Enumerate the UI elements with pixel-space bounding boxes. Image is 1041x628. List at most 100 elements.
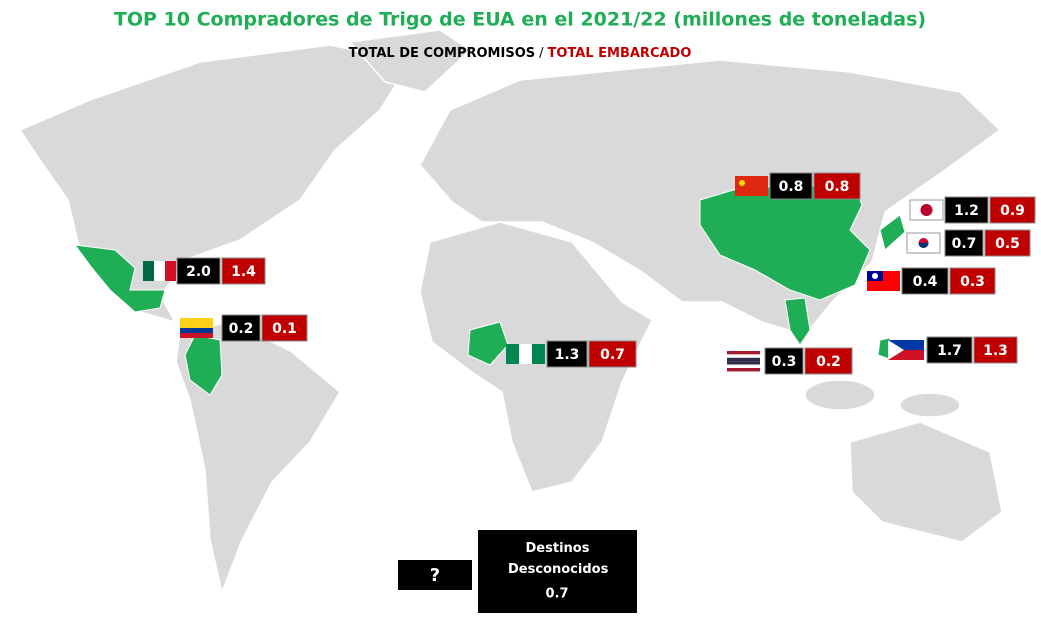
flag-stripe [180,318,213,328]
committed-box [901,267,949,295]
unknown: ? Destinos Desconocidos 0.7 [398,530,637,613]
nigeria [467,321,509,366]
shipped-value: 0.9 [1000,203,1025,219]
unknown-label-wrap: Destinos Desconocidos [508,541,609,577]
flag-stripe [727,354,760,358]
committed-value: 0.4 [913,274,938,290]
flag-stripe [506,344,519,364]
flag-stripe [727,368,760,372]
islands [899,392,961,418]
committed-value: 0.7 [952,236,977,252]
shipped-box [973,336,1018,364]
flag-triangle [888,340,904,360]
committed-value: 0.8 [779,179,804,195]
unknown-icon-box [398,560,472,590]
islands [804,379,876,411]
flag-stripe [180,328,213,333]
flag-stripe [727,351,760,355]
shipped-box [261,314,308,342]
unknown-value: 0.7 [545,587,568,602]
flag-stripe [888,350,924,360]
flag [909,199,944,221]
committed-value: 0.2 [229,321,254,337]
flag-stripe [727,364,760,368]
flag-stripe [532,344,545,364]
committed-value: 1.7 [937,343,962,359]
flag-stripe [727,357,760,362]
shipped-box [804,347,853,375]
flag [506,344,545,364]
shipped-label: TOTAL EMBARCADO [548,46,692,61]
shipped-box [984,229,1031,257]
flag-stripe [143,261,154,281]
flag [867,271,900,291]
buyer: 0.4 0.3 [867,267,996,295]
buyer: 0.3 0.2 [727,347,853,375]
flag [906,232,941,254]
flag [735,176,768,196]
flag-disc [918,243,929,248]
flag [888,340,924,360]
shipped-value: 0.5 [995,236,1020,252]
mexico [73,244,166,313]
committed-box [944,229,984,257]
shipped-value: 0.3 [960,274,985,290]
shipped-value: 0.1 [272,321,297,337]
separator: / [539,46,544,61]
flag-star [739,180,745,186]
japan [879,214,906,251]
subtitle: TOTAL DE COMPROMISOS / TOTAL EMBARCADO [349,46,692,61]
committed-value: 0.3 [772,354,797,370]
committed-value: 1.2 [954,203,979,219]
committed-box [926,336,973,364]
flag-stripe [888,340,924,350]
australia [849,421,1003,543]
shipped-value: 0.8 [825,179,850,195]
flag-disc [920,204,933,216]
thailand [784,297,811,346]
shipped-value: 1.4 [231,264,256,280]
shipped-box [813,172,861,200]
shipped-value: 1.3 [983,343,1008,359]
flag-stripe [727,361,760,365]
colombia [184,334,223,396]
shipped-box [949,267,996,295]
greenland [348,29,472,93]
shipped-value: 0.7 [600,347,625,363]
flag-field [735,176,768,196]
flag-stripe [180,333,213,338]
shipped-box [221,257,266,285]
shipped-box [989,196,1036,224]
buyer: 2.0 1.4 [143,257,266,285]
committed-value: 2.0 [186,264,211,280]
unknown-icon: ? [430,565,440,586]
buyer: 0.8 0.8 [735,172,861,200]
committed-value: 1.3 [555,347,580,363]
committed-box [221,314,261,342]
committed-box [764,347,804,375]
flag [180,318,213,338]
title: TOP 10 Compradores de Trigo de EUA en el… [114,9,926,31]
committed-box [176,257,221,285]
committed-label: TOTAL DE COMPROMISOS [349,46,536,61]
flag-stripe [519,344,532,364]
committed-box [944,196,989,224]
committed-box [769,172,813,200]
shipped-value: 0.2 [816,354,841,370]
unknown-label: Destinos Desconocidos [508,541,609,577]
south-america [175,321,341,595]
flag-stripe [154,261,165,281]
buyer: 0.7 0.5 [906,229,1031,257]
buyer: 0.2 0.1 [180,314,308,342]
shipped-box [588,340,637,368]
flag [143,261,176,281]
buyer: 1.7 1.3 [888,336,1018,364]
flag [727,351,760,372]
buyer: 1.2 0.9 [909,196,1036,224]
buyer: 1.3 0.7 [506,340,637,368]
world-map [18,29,1003,595]
flag-stripe [165,261,176,281]
unknown-box [478,530,637,613]
flag-sun [872,273,878,279]
